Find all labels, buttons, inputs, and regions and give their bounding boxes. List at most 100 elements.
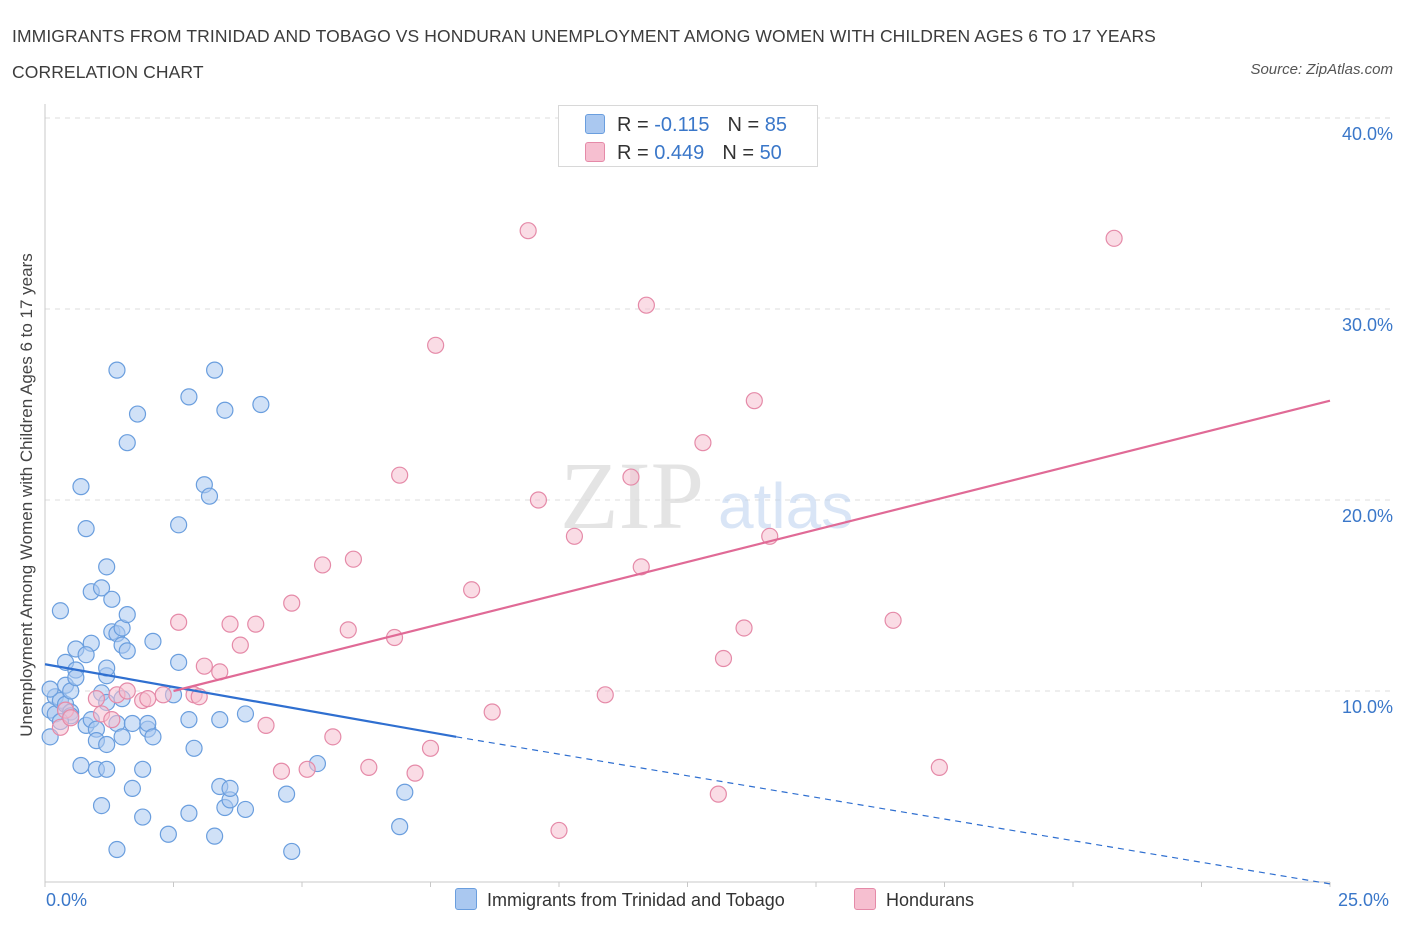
data-point-trinidad [72, 756, 90, 775]
data-point-trinidad [134, 760, 152, 778]
data-point-trinidad [221, 779, 239, 798]
trend-line-honduran [173, 399, 1331, 693]
data-point-honduran [62, 709, 80, 727]
data-point-honduran [637, 296, 655, 314]
data-point-trinidad [134, 808, 152, 826]
data-point-trinidad [118, 642, 136, 660]
grid-lines [45, 117, 1392, 692]
data-point-trinidad [92, 579, 111, 597]
n-value: 85 [764, 114, 787, 136]
data-point-trinidad [108, 361, 126, 379]
data-point-trinidad [180, 388, 198, 406]
data-point-honduran [694, 434, 712, 452]
series-legend: Immigrants from Trinidad and Tobago Hond… [0, 888, 1406, 916]
data-point-trinidad [123, 779, 141, 798]
data-point-honduran [427, 336, 445, 354]
data-point-trinidad [51, 602, 70, 620]
data-point-honduran [139, 690, 157, 708]
data-point-honduran [298, 760, 316, 778]
legend-row-trinidad: R = -0.115 N = 85 [585, 114, 787, 138]
x-tick-label-max: 25.0% [1338, 890, 1390, 910]
data-point-trinidad [170, 653, 188, 671]
data-point-trinidad [185, 739, 203, 757]
data-point-trinidad [252, 395, 270, 414]
x-tick-label-min: 0.0% [46, 890, 88, 910]
data-point-honduran [103, 711, 121, 729]
legend-item-trinidad[interactable]: Immigrants from Trinidad and Tobago [455, 888, 785, 911]
data-point-honduran [519, 222, 537, 240]
data-point-honduran [884, 611, 902, 629]
data-point-trinidad [236, 705, 255, 723]
y-tick-label-30: 30.0% [1341, 315, 1393, 335]
chart-title: IMMIGRANTS FROM TRINIDAD AND TOBAGO VS H… [12, 26, 1156, 82]
data-point-honduran [463, 581, 481, 599]
data-point-trinidad [200, 487, 219, 505]
data-point-honduran [1105, 229, 1123, 247]
data-point-honduran [714, 649, 733, 668]
data-point-trinidad [216, 401, 234, 419]
data-point-honduran [745, 392, 763, 410]
series-honduran-points [51, 222, 1123, 840]
data-point-honduran [421, 739, 440, 757]
series-trinidad-points [41, 361, 414, 861]
data-point-honduran [622, 468, 640, 486]
data-point-trinidad [67, 669, 85, 687]
data-point-trinidad [236, 800, 255, 819]
data-point-trinidad [98, 735, 116, 754]
data-point-trinidad [98, 760, 116, 778]
legend-label-trinidad: Immigrants from Trinidad and Tobago [487, 890, 785, 910]
data-point-honduran [391, 466, 409, 484]
data-point-honduran [550, 821, 568, 840]
n-label: N = [722, 142, 760, 164]
data-point-trinidad [77, 646, 95, 664]
legend-item-honduran[interactable]: Hondurans [854, 888, 974, 911]
data-point-honduran [170, 613, 188, 631]
data-point-honduran [247, 615, 265, 633]
data-point-honduran [313, 556, 332, 574]
data-point-honduran [257, 716, 275, 734]
watermark: ZIP atlas [560, 442, 853, 549]
r-value: -0.115 [654, 114, 710, 136]
data-point-honduran [272, 762, 291, 780]
data-point-trinidad [283, 842, 301, 861]
data-point-honduran [632, 558, 650, 576]
trend-line-trinidad-extrapolated [456, 736, 1331, 885]
data-point-honduran [565, 527, 584, 545]
r-label: R = [617, 114, 655, 136]
watermark-atlas: atlas [718, 470, 853, 542]
data-point-honduran [283, 594, 301, 612]
data-point-honduran [339, 621, 357, 639]
trend-lines [44, 399, 1331, 885]
y-tick-label-10: 10.0% [1341, 697, 1393, 717]
correlation-legend: R = -0.115 N = 85 R = 0.449 N = 50 [558, 105, 818, 167]
data-point-trinidad [144, 728, 162, 746]
data-point-honduran [324, 728, 342, 746]
data-point-trinidad [123, 714, 141, 733]
data-point-honduran [483, 703, 501, 721]
legend-row-honduran: R = 0.449 N = 50 [585, 142, 782, 166]
data-point-trinidad [277, 785, 296, 803]
data-point-honduran [596, 686, 614, 704]
watermark-zip: ZIP [560, 442, 704, 549]
n-label: N = [727, 114, 765, 136]
data-point-trinidad [113, 728, 131, 746]
data-point-honduran [87, 690, 106, 708]
source-note: Source: ZipAtlas.com [1250, 61, 1393, 78]
data-point-trinidad [128, 405, 147, 423]
data-point-trinidad [77, 520, 95, 538]
data-point-honduran [735, 619, 753, 637]
n-value: 50 [759, 142, 782, 164]
data-point-trinidad [396, 783, 414, 801]
data-point-trinidad [92, 796, 111, 815]
data-point-trinidad [41, 680, 59, 698]
legend-label-honduran: Hondurans [886, 890, 975, 910]
trend-line-trinidad [44, 663, 457, 738]
data-point-honduran [930, 758, 948, 777]
data-point-honduran [118, 682, 136, 700]
data-point-trinidad [103, 590, 121, 608]
legend-swatch-blue [585, 114, 605, 134]
data-point-honduran [406, 764, 424, 782]
data-point-honduran [360, 758, 378, 777]
data-point-trinidad [98, 558, 116, 576]
